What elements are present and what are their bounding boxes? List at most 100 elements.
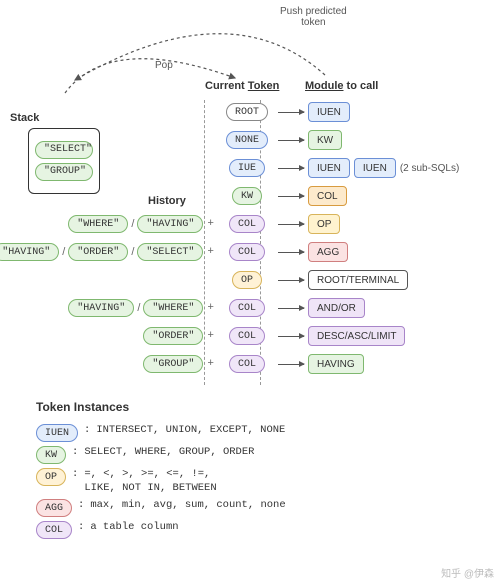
token-kw: "ORDER" bbox=[143, 327, 203, 345]
token-iuen: IUEN bbox=[36, 424, 78, 442]
rule-row: IUEIUENIUEN(2 sub-SQLs) bbox=[0, 158, 498, 178]
token-kw: "GROUP" bbox=[143, 355, 203, 373]
rule-row: "HAVING"/"WHERE"+ COL AND/OR bbox=[0, 298, 498, 318]
current-token-cell: COL bbox=[220, 327, 274, 345]
arrow-icon bbox=[278, 168, 304, 169]
module-cell: OP bbox=[308, 214, 498, 234]
legend-colon: : bbox=[78, 521, 84, 535]
sub-sqls-note: (2 sub-SQLs) bbox=[400, 163, 459, 174]
token-op: OP bbox=[36, 468, 66, 486]
rule-row: NONE KW bbox=[0, 130, 498, 150]
token-kw: "WHERE" bbox=[143, 299, 203, 317]
module-dal: DESC/ASC/LIMIT bbox=[308, 326, 405, 346]
arrow-icon bbox=[278, 140, 304, 141]
module-cell: AND/OR bbox=[308, 298, 498, 318]
current-token-cell: NONE bbox=[220, 131, 274, 149]
module-cell: COL bbox=[308, 186, 498, 206]
module-col_m: COL bbox=[308, 186, 347, 206]
token-col: COL bbox=[36, 521, 72, 539]
token-kw: KW bbox=[232, 187, 262, 205]
legend-desc: max, min, avg, sum, count, none bbox=[90, 499, 285, 513]
token-kw: "HAVING" bbox=[0, 243, 59, 261]
module-op_m: OP bbox=[308, 214, 340, 234]
history-group: "HAVING"/"WHERE"+ bbox=[16, 299, 216, 317]
pop-label: Pop bbox=[155, 60, 173, 71]
module-cell: IUENIUEN(2 sub-SQLs) bbox=[308, 158, 498, 178]
watermark: 知乎 @伊森 bbox=[441, 565, 494, 580]
legend-colon: : bbox=[78, 499, 84, 513]
module-cell: HAVING bbox=[308, 354, 498, 374]
token-col: COL bbox=[229, 215, 265, 233]
legend-colon: : bbox=[72, 468, 78, 482]
legend-row: COL: a table column bbox=[36, 521, 456, 539]
token-col: COL bbox=[229, 327, 265, 345]
module-rt: ROOT/TERMINAL bbox=[308, 270, 408, 290]
rows-container: ROOT IUEN NONE KW IUE IUEN IUEN (2 sub-SQLs) KW C… bbox=[0, 102, 498, 382]
current-token-cell: COL bbox=[220, 243, 274, 261]
legend-desc: a table column bbox=[90, 521, 178, 535]
header-module: Module bbox=[305, 80, 344, 92]
module-kw: KW bbox=[308, 130, 342, 150]
arrow-icon bbox=[278, 252, 304, 253]
legend-row: KW: SELECT, WHERE, GROUP, ORDER bbox=[36, 446, 456, 464]
legend-row: IUEN:INTERSECT, UNION, EXCEPT, NONE bbox=[36, 424, 456, 442]
module-iuen: IUEN bbox=[354, 158, 396, 178]
token-col: COL bbox=[229, 299, 265, 317]
current-token-cell: ROOT bbox=[220, 103, 274, 121]
plus: + bbox=[205, 358, 216, 370]
arrow-icon bbox=[278, 224, 304, 225]
rule-row: ROOT IUEN bbox=[0, 102, 498, 122]
token-col: COL bbox=[229, 243, 265, 261]
history-group: "ORDER"+ bbox=[16, 327, 216, 345]
rule-row: OP ROOT/TERMINAL bbox=[0, 270, 498, 290]
current-token-cell: COL bbox=[220, 299, 274, 317]
current-token-cell: IUE bbox=[220, 159, 274, 177]
legend: IUEN:INTERSECT, UNION, EXCEPT, NONE KW: SE… bbox=[36, 420, 456, 543]
legend-desc: =, <, >, >=, <=, !=, LIKE, NOT IN, BETWE… bbox=[84, 468, 216, 495]
token-root: ROOT bbox=[226, 103, 268, 121]
rule-row: KW COL bbox=[0, 186, 498, 206]
module-cell: DESC/ASC/LIMIT bbox=[308, 326, 498, 346]
token-agg: AGG bbox=[36, 499, 72, 517]
history-group: "WHERE"/"HAVING"+ bbox=[16, 215, 216, 233]
token-iuen: NONE bbox=[226, 131, 268, 149]
module-iuen: IUEN bbox=[308, 102, 350, 122]
current-token-cell: OP bbox=[220, 271, 274, 289]
rule-row: "WHERE"/"HAVING"+ COL OP bbox=[0, 214, 498, 234]
rule-row: "GROUP"+ COL HAVING bbox=[0, 354, 498, 374]
slash: / bbox=[130, 246, 135, 258]
module-cell: ROOT/TERMINAL bbox=[308, 270, 498, 290]
col-header-token: Current Token bbox=[205, 80, 279, 92]
rule-row: "HAVING"/"ORDER"/"SELECT"+COLAGG bbox=[0, 242, 498, 262]
rule-row: "ORDER"+ COL DESC/ASC/LIMIT bbox=[0, 326, 498, 346]
legend-row: AGG: max, min, avg, sum, count, none bbox=[36, 499, 456, 517]
token-op: OP bbox=[232, 271, 262, 289]
legend-desc: SELECT, WHERE, GROUP, ORDER bbox=[84, 446, 254, 460]
module-ao: AND/OR bbox=[308, 298, 365, 318]
legend-row: OP: =, <, >, >=, <=, !=, LIKE, NOT IN, BE… bbox=[36, 468, 456, 495]
plus: + bbox=[205, 246, 216, 258]
history-group: "GROUP"+ bbox=[16, 355, 216, 373]
token-kw: "SELECT" bbox=[137, 243, 203, 261]
header-current: Current bbox=[205, 80, 245, 92]
arrow-icon bbox=[278, 364, 304, 365]
slash: / bbox=[61, 246, 66, 258]
token-kw: "ORDER" bbox=[68, 243, 128, 261]
slash: / bbox=[136, 302, 141, 314]
legend-colon: : bbox=[72, 446, 78, 460]
current-token-cell: COL bbox=[220, 355, 274, 373]
module-hav: HAVING bbox=[308, 354, 364, 374]
module-cell: AGG bbox=[308, 242, 498, 262]
arrow-icon bbox=[278, 112, 304, 113]
slash: / bbox=[130, 218, 135, 230]
push-label: Push predicted token bbox=[280, 6, 347, 28]
col-header-module: Module to call bbox=[305, 80, 378, 92]
module-cell: IUEN bbox=[308, 102, 498, 122]
token-kw: KW bbox=[36, 446, 66, 464]
header-token: Token bbox=[248, 80, 280, 92]
current-token-cell: COL bbox=[220, 215, 274, 233]
token-kw: "HAVING" bbox=[68, 299, 134, 317]
history-group: "HAVING"/"ORDER"/"SELECT"+ bbox=[16, 243, 216, 261]
header-tocall: to call bbox=[344, 80, 379, 92]
token-col: COL bbox=[229, 355, 265, 373]
